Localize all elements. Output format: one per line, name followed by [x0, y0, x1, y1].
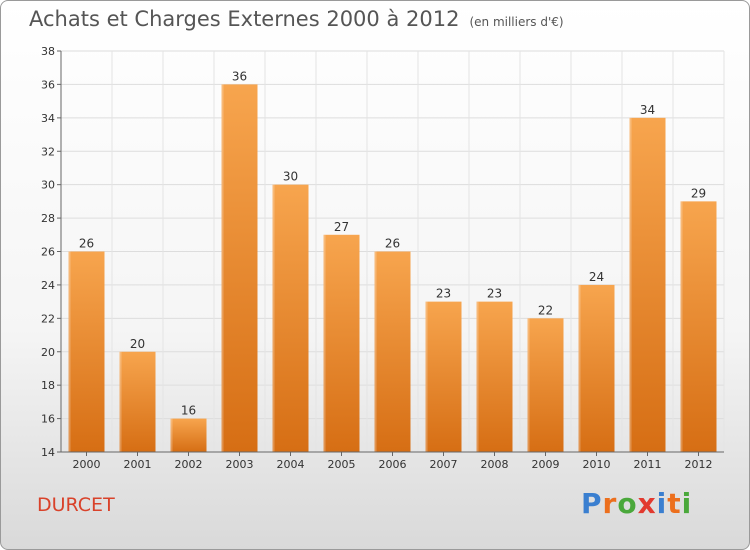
- x-tick-label-2010: 2010: [583, 458, 611, 471]
- data-label-2009: 22: [538, 303, 553, 317]
- chart-title-text: Achats et Charges Externes 2000 à 2012: [29, 7, 460, 31]
- y-tick-label: 16: [41, 413, 55, 426]
- x-tick-label-2005: 2005: [328, 458, 356, 471]
- y-tick-label: 36: [41, 78, 55, 91]
- x-tick-label-2004: 2004: [277, 458, 305, 471]
- y-tick-label: 24: [41, 279, 55, 292]
- logo-letter: o: [617, 487, 638, 520]
- bar-highlight: [68, 251, 71, 452]
- logo-letter: t: [667, 487, 682, 520]
- x-tick-label-2000: 2000: [73, 458, 101, 471]
- y-tick-label: 34: [41, 112, 55, 125]
- bar-highlight: [323, 234, 326, 452]
- data-label-2000: 26: [79, 237, 94, 251]
- bar-2005: [323, 234, 360, 452]
- bar-2007: [425, 301, 462, 452]
- x-tick-label-2003: 2003: [226, 458, 254, 471]
- bar-highlight: [680, 201, 683, 452]
- bar-2003: [221, 84, 258, 453]
- chart-unit: (en milliers d'€): [469, 15, 564, 29]
- y-tick-label: 32: [41, 145, 55, 158]
- bar-highlight: [425, 301, 428, 452]
- data-label-2006: 26: [385, 237, 400, 251]
- bar-highlight: [221, 84, 224, 453]
- y-tick-label: 22: [41, 312, 55, 325]
- bar-2006: [374, 251, 411, 452]
- x-tick-label-2008: 2008: [481, 458, 509, 471]
- bar-2008: [476, 301, 513, 452]
- bar-2011: [629, 117, 666, 452]
- y-tick-label: 30: [41, 179, 55, 192]
- bar-highlight: [476, 301, 479, 452]
- data-label-2003: 36: [232, 69, 247, 83]
- data-label-2010: 24: [589, 270, 604, 284]
- y-tick-label: 20: [41, 346, 55, 359]
- axis-layer: 14 16 18 20 22 24 26 28 30 32 34 36 38 26 2000 20 2001 16…: [41, 45, 724, 471]
- x-tick-label-2002: 2002: [175, 458, 203, 471]
- chart-title: Achats et Charges Externes 2000 à 2012 (e…: [29, 7, 564, 31]
- bar-highlight: [374, 251, 377, 452]
- bar-2002: [170, 418, 207, 452]
- x-tick-label-2007: 2007: [430, 458, 458, 471]
- x-tick-label-2009: 2009: [532, 458, 560, 471]
- data-label-2011: 34: [640, 103, 655, 117]
- data-label-2001: 20: [130, 337, 145, 351]
- data-label-2008: 23: [487, 287, 502, 301]
- bar-highlight: [170, 418, 173, 452]
- bar-2009: [527, 318, 564, 452]
- x-tick-label-2011: 2011: [634, 458, 662, 471]
- y-tick-label: 14: [41, 446, 55, 459]
- data-label-2012: 29: [691, 186, 706, 200]
- bar-2004: [272, 184, 309, 452]
- proxiti-logo: Proxiti: [581, 487, 692, 520]
- x-tick-label-2001: 2001: [124, 458, 152, 471]
- x-tick-label-2012: 2012: [685, 458, 713, 471]
- bar-2010: [578, 284, 615, 452]
- y-tick-label: 28: [41, 212, 55, 225]
- bar-highlight: [629, 117, 632, 452]
- data-label-2007: 23: [436, 287, 451, 301]
- commune-name: DURCET: [37, 494, 115, 516]
- logo-letter: i: [656, 487, 668, 520]
- bar-highlight: [272, 184, 275, 452]
- data-label-2004: 30: [283, 170, 298, 184]
- x-tick-label-2006: 2006: [379, 458, 407, 471]
- bar-highlight: [578, 284, 581, 452]
- y-tick-label: 26: [41, 246, 55, 259]
- data-label-2005: 27: [334, 220, 349, 234]
- bar-2000: [68, 251, 105, 452]
- y-tick-label: 18: [41, 379, 55, 392]
- y-tick-label: 38: [41, 45, 55, 58]
- bar-2001: [119, 351, 156, 452]
- bars-layer: [68, 84, 717, 453]
- logo-letter: P: [581, 487, 603, 520]
- bar-highlight: [527, 318, 530, 452]
- bar-highlight: [119, 351, 122, 452]
- bar-2012: [680, 201, 717, 452]
- logo-letter: x: [637, 487, 657, 520]
- logo-letter: i: [681, 487, 693, 520]
- data-label-2002: 16: [181, 404, 196, 418]
- logo-letter: r: [602, 487, 618, 520]
